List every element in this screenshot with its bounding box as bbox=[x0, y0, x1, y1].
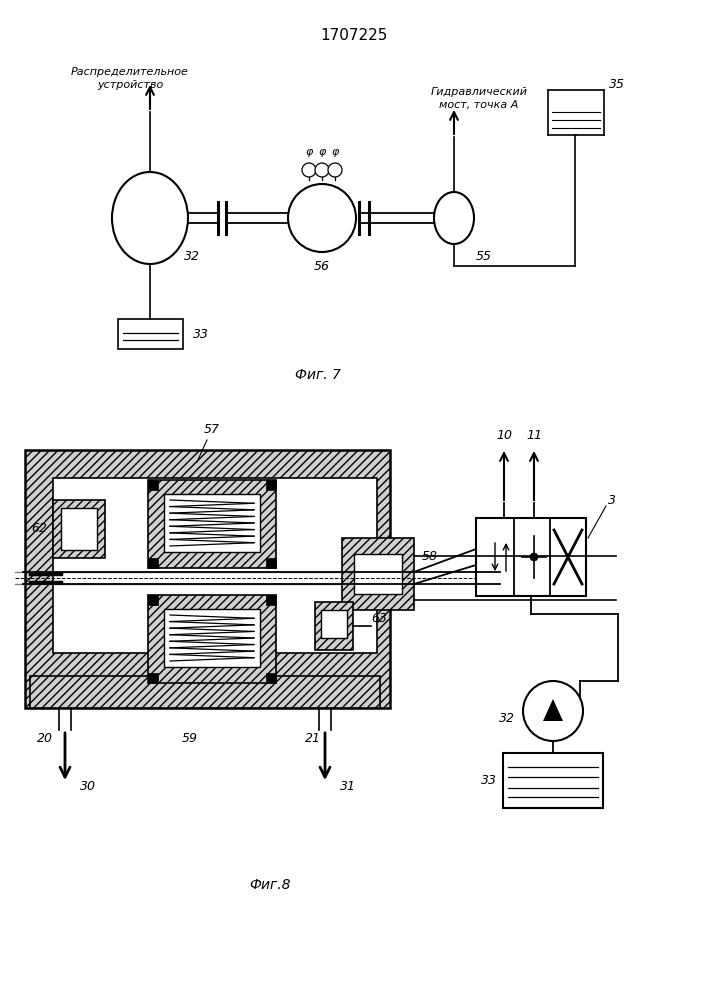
Bar bbox=[503, 753, 603, 808]
Text: 60: 60 bbox=[209, 628, 225, 641]
Bar bbox=[25, 450, 390, 708]
Bar bbox=[61, 508, 97, 550]
Text: φ: φ bbox=[332, 147, 339, 157]
Bar bbox=[354, 554, 402, 594]
Bar bbox=[315, 602, 353, 650]
Bar bbox=[53, 500, 105, 558]
Bar bbox=[30, 676, 380, 708]
Circle shape bbox=[315, 163, 329, 177]
Circle shape bbox=[328, 163, 342, 177]
Bar bbox=[476, 518, 586, 596]
Text: 33: 33 bbox=[481, 774, 497, 786]
Bar bbox=[164, 494, 260, 552]
Text: Фиг.8: Фиг.8 bbox=[250, 878, 291, 892]
Bar bbox=[148, 595, 158, 605]
Text: 11: 11 bbox=[526, 429, 542, 442]
Bar bbox=[266, 673, 276, 683]
Text: 56: 56 bbox=[314, 259, 330, 272]
Text: 57: 57 bbox=[204, 423, 220, 436]
Text: Гидравлический
мост, точка А: Гидравлический мост, точка А bbox=[431, 87, 527, 110]
Text: Фиг. 7: Фиг. 7 bbox=[295, 368, 341, 382]
Circle shape bbox=[523, 681, 583, 741]
Text: 3: 3 bbox=[608, 493, 616, 506]
Text: 1707225: 1707225 bbox=[320, 28, 387, 43]
Circle shape bbox=[530, 553, 538, 561]
Bar bbox=[118, 319, 183, 349]
Text: 32: 32 bbox=[499, 712, 515, 726]
Bar bbox=[342, 538, 414, 610]
Text: 30: 30 bbox=[80, 780, 96, 792]
Text: 33: 33 bbox=[193, 328, 209, 340]
Text: 63: 63 bbox=[371, 611, 387, 624]
Circle shape bbox=[288, 184, 356, 252]
Bar bbox=[164, 609, 260, 667]
Text: φ: φ bbox=[318, 147, 326, 157]
Bar bbox=[148, 480, 158, 490]
Ellipse shape bbox=[112, 172, 188, 264]
Ellipse shape bbox=[434, 192, 474, 244]
Bar bbox=[266, 480, 276, 490]
Text: 20: 20 bbox=[37, 732, 53, 744]
Text: φ: φ bbox=[305, 147, 312, 157]
Bar bbox=[266, 558, 276, 568]
Bar bbox=[53, 478, 377, 653]
Text: Распределительное
устройство: Распределительное устройство bbox=[71, 67, 189, 90]
Text: 35: 35 bbox=[609, 79, 625, 92]
Bar bbox=[321, 610, 347, 638]
Bar bbox=[148, 673, 158, 683]
Text: 62: 62 bbox=[31, 522, 47, 536]
Text: 21: 21 bbox=[305, 732, 321, 744]
Bar bbox=[148, 595, 276, 683]
Text: 10: 10 bbox=[496, 429, 512, 442]
Text: 58: 58 bbox=[422, 550, 438, 562]
Polygon shape bbox=[543, 699, 563, 721]
Text: 59: 59 bbox=[182, 732, 198, 744]
Text: 32: 32 bbox=[184, 249, 200, 262]
Bar bbox=[266, 595, 276, 605]
Circle shape bbox=[302, 163, 316, 177]
Text: 55: 55 bbox=[476, 249, 492, 262]
Text: 61: 61 bbox=[209, 512, 225, 526]
Bar bbox=[148, 480, 276, 568]
Text: 31: 31 bbox=[340, 780, 356, 792]
Bar bbox=[148, 558, 158, 568]
